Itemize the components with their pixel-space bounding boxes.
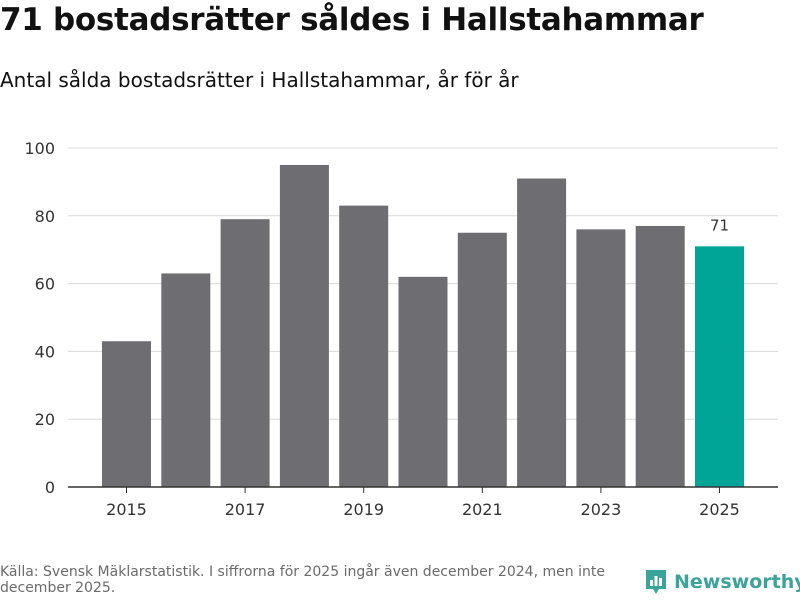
x-tick-label: 2017 [225, 500, 266, 519]
y-tick-label: 100 [24, 139, 55, 158]
bar-2015 [102, 341, 151, 487]
bar-2018 [279, 164, 329, 487]
bar-2024 [635, 225, 685, 487]
brand-name: Newsworthy [674, 571, 800, 593]
bar-2020 [398, 276, 448, 487]
y-tick-label: 40 [35, 342, 55, 361]
x-tick-label: 2023 [581, 500, 622, 519]
page-title: 71 bostadsrätter såldes i Hallstahammar [0, 2, 704, 38]
bar-2017 [220, 219, 270, 487]
newsworthy-logo: Newsworthy [644, 568, 800, 596]
chart-subtitle: Antal sålda bostadsrätter i Hallstahamma… [0, 68, 519, 92]
y-tick-label: 0 [45, 478, 55, 497]
x-tick-label: 2015 [106, 500, 147, 519]
bar-2019 [339, 205, 389, 487]
y-tick-label: 80 [35, 207, 55, 226]
source-note: Källa: Svensk Mäklarstatistik. I siffror… [0, 564, 605, 596]
bar-2025 [695, 246, 744, 487]
data-label: 71 [710, 216, 729, 234]
newsworthy-logo-icon [646, 570, 666, 594]
bar-2023 [576, 229, 626, 488]
x-tick-label: 2025 [699, 500, 740, 519]
bar-2021 [457, 232, 507, 487]
bar-2016 [161, 273, 211, 487]
x-tick-label: 2021 [462, 500, 503, 519]
bar-2022 [517, 178, 567, 487]
x-tick-label: 2019 [343, 500, 384, 519]
y-tick-label: 20 [35, 410, 55, 429]
y-tick-label: 60 [35, 275, 55, 294]
